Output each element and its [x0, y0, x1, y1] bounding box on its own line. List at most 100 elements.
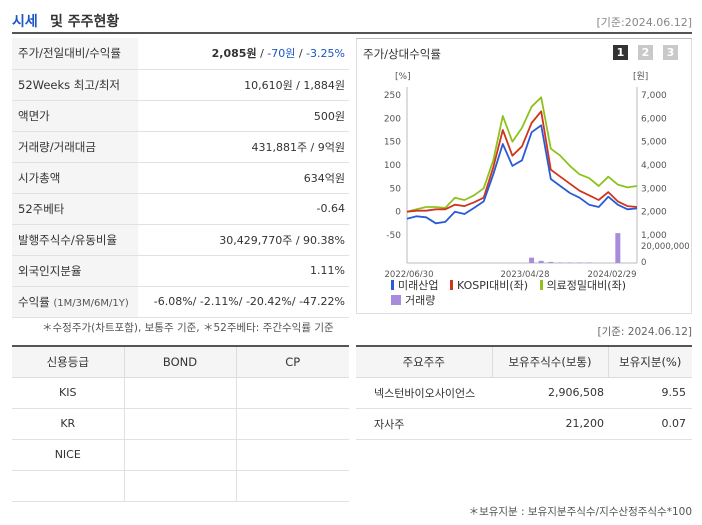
agency-name: NICE — [12, 439, 125, 471]
x-tick-label: 2023/04/28 — [501, 270, 550, 277]
legend-label: 미래산업 — [398, 279, 439, 292]
holder-shares: 21,200 — [492, 408, 608, 440]
reference-date: [기준:2024.06.12] — [596, 16, 692, 29]
right-tick-label: 3,000 — [641, 184, 667, 194]
legend-label: 거래량 — [405, 294, 436, 307]
series-line-3 — [406, 96, 638, 213]
section-header: 시세 및 주주현황 [기준:2024.06.12] — [12, 8, 692, 34]
table-row: NICE — [12, 439, 349, 471]
column-header: 보유주식수(보통) — [492, 346, 609, 378]
column-header: 신용등급 — [12, 346, 125, 378]
volume-tick-label: 20,000,000 — [641, 242, 690, 252]
table-row — [356, 439, 692, 525]
right-tick-label: 7,000 — [641, 91, 667, 101]
foreign-label: 외국인지분율 — [12, 255, 138, 287]
table-row — [12, 470, 349, 502]
cp-rating — [236, 439, 349, 471]
volume-label: 거래량/거래대금 — [12, 131, 138, 163]
bond-rating — [124, 439, 237, 471]
price-label: 주가/전일대비/수익률 — [12, 38, 138, 70]
price-chart: [%] [원] 250 200 150 100 50 0 -50 7,000 6,000 5,000 4… — [384, 71, 690, 277]
legend-swatch — [391, 295, 401, 305]
right-tick-label: 4,000 — [641, 161, 667, 171]
beta-label: 52주베타 — [12, 193, 138, 225]
agency-name: KIS — [12, 377, 125, 409]
legend-swatch — [391, 280, 394, 290]
par-label: 액면가 — [12, 100, 138, 132]
legend-item: 미래산업 — [391, 277, 438, 293]
price-value: 2,085원 / -70원 / -3.25% — [138, 38, 349, 70]
chart-legend: 미래산업 KOSPI대비(좌) 의료정밀대비(좌) 거래량 — [391, 277, 634, 307]
agency-name — [12, 470, 125, 502]
volume-value: 431,881주 / 9억원 — [138, 131, 349, 163]
price-chart-panel: 주가/상대수익률 1 2 3 [%] [원] 250 200 150 100 50 0 -50 7… — [356, 38, 692, 314]
shares-label: 발행주식수/유동비율 — [12, 224, 138, 256]
price-change-rate: -3.25% — [306, 47, 345, 61]
cp-rating — [236, 408, 349, 440]
legend-label: KOSPI대비(좌) — [456, 279, 529, 292]
volume-tick-label: 0 — [641, 258, 646, 268]
volume-bar — [615, 233, 621, 263]
right-tick-label: 6,000 — [641, 114, 667, 124]
volume-bars — [529, 233, 621, 263]
holders-footnote: ＊보유지분 : 보유지분주식수/지수산정주식수*100 — [468, 506, 692, 518]
left-tick-label: -50 — [386, 231, 401, 241]
volume-bar — [557, 262, 563, 263]
empty-cell — [608, 439, 692, 525]
shareholders-table: 주요주주 보유주식수(보통) 보유지분(%) 넥스턴바이오사이언스 2,906,… — [356, 345, 692, 525]
bond-rating — [124, 377, 237, 409]
holder-name: 넥스턴바이오사이언스 — [356, 377, 492, 409]
holder-pct: 9.55 — [608, 377, 692, 409]
price-change: -70원 — [267, 47, 296, 61]
table-row: 시가총액 634억원 — [12, 162, 349, 194]
table-row: 주가/전일대비/수익률 2,085원 / -70원 / -3.25% — [12, 38, 349, 70]
agency-name: KR — [12, 408, 125, 440]
column-header: BOND — [124, 346, 237, 378]
right-tick-label: 1,000 — [641, 231, 667, 241]
x-tick-label: 2022/06/30 — [385, 270, 434, 277]
bond-rating — [124, 470, 237, 502]
legend-swatch — [539, 280, 543, 290]
table-row: 52Weeks 최고/최저 10,610원 / 1,884원 — [12, 69, 349, 101]
chart-title: 주가/상대수익률 — [363, 47, 441, 61]
market-cap-value: 634억원 — [138, 162, 349, 194]
chart-series — [406, 96, 638, 225]
column-header: CP — [236, 346, 349, 378]
legend-item: 의료정밀대비(좌) — [539, 277, 626, 293]
volume-bar — [529, 257, 535, 263]
chart-tab-3[interactable]: 3 — [663, 45, 678, 60]
volume-bar — [548, 261, 554, 263]
quote-footnote: ＊수정주가(차트포함), 보통주 기준, ＊52주베타: 주간수익률 기준 — [42, 322, 334, 334]
legend-item: KOSPI대비(좌) — [449, 277, 529, 293]
table-row: KIS — [12, 377, 349, 409]
chart-axis-labels: [%] [원] 250 200 150 100 50 0 -50 7,000 6,000 5,000 4… — [384, 71, 690, 277]
legend-swatch — [449, 280, 453, 290]
chart-tab-2[interactable]: 2 — [638, 45, 653, 60]
foreign-value: 1.11% — [138, 255, 349, 287]
table-row: 넥스턴바이오사이언스 2,906,508 9.55 — [356, 377, 692, 409]
left-tick-label: 200 — [384, 114, 401, 124]
return-periods: (1M/3M/6M/1Y) — [53, 297, 129, 309]
separator: / — [256, 47, 268, 61]
section-title-rest: 및 주주현황 — [50, 14, 120, 30]
table-row: 수익률 (1M/3M/6M/1Y) -6.08%/ -2.11%/ -20.42… — [12, 286, 349, 318]
left-tick-label: 0 — [395, 208, 401, 218]
credit-rating-table: 신용등급 BOND CP KIS KR NICE — [12, 345, 349, 502]
empty-cell — [356, 439, 492, 525]
series-line-2 — [406, 110, 638, 213]
left-tick-label: 100 — [384, 161, 401, 171]
holders-reference-date: [기준: 2024.06.12] — [597, 326, 692, 338]
right-unit-label: [원] — [633, 71, 648, 82]
table-row: 외국인지분율 1.11% — [12, 255, 349, 287]
market-cap-label: 시가총액 — [12, 162, 138, 194]
left-tick-label: 150 — [384, 138, 401, 148]
empty-cell — [492, 439, 608, 525]
current-price: 2,085원 — [211, 47, 257, 61]
x-tick-label: 2024/02/29 — [588, 270, 637, 277]
separator: / — [295, 47, 307, 61]
w52-label: 52Weeks 최고/최저 — [12, 69, 138, 101]
chart-tab-1[interactable]: 1 — [613, 45, 628, 60]
quote-table: 주가/전일대비/수익률 2,085원 / -70원 / -3.25% 52Wee… — [12, 38, 349, 318]
holder-pct: 0.07 — [608, 408, 692, 440]
table-row: 거래량/거래대금 431,881주 / 9억원 — [12, 131, 349, 163]
